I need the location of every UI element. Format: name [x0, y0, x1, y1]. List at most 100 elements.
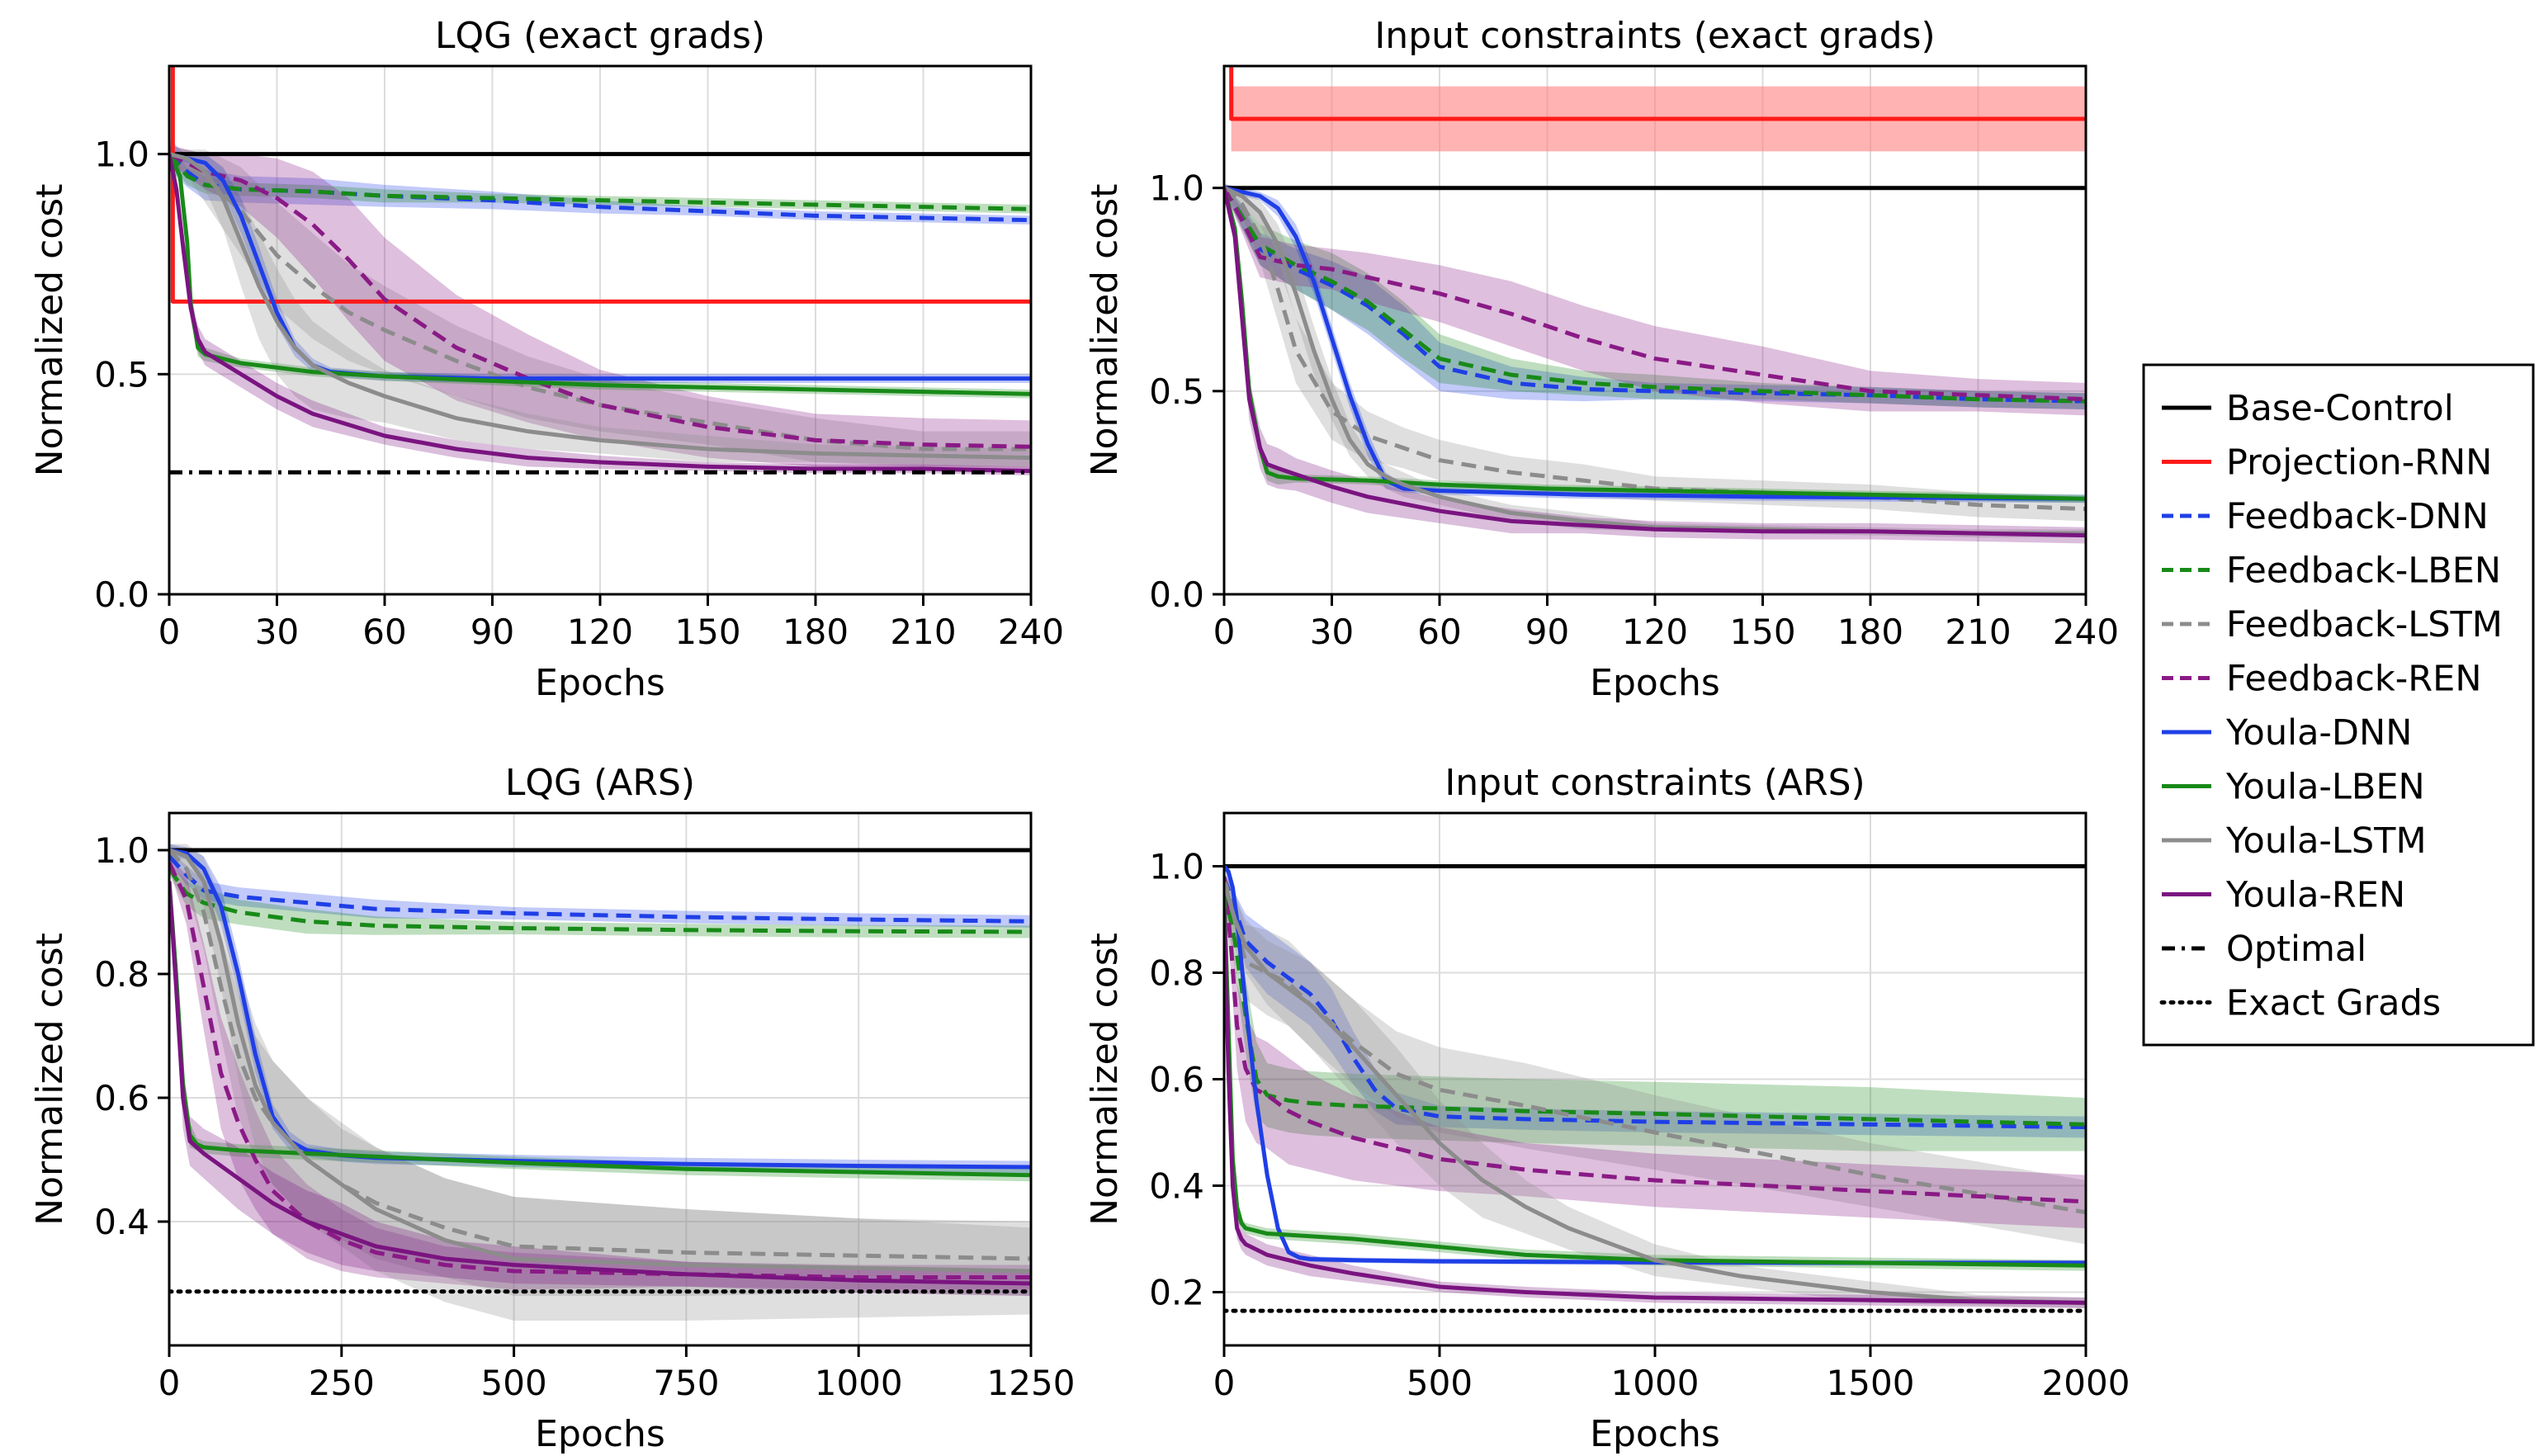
x-tick-label: 150: [674, 612, 740, 652]
legend-label: Feedback-REN: [2226, 659, 2482, 700]
x-axis-label: Epochs: [1590, 662, 1720, 704]
y-tick-label: 1.0: [94, 830, 149, 871]
x-tick-label: 240: [998, 612, 1064, 652]
series-fren: [1224, 877, 2086, 1204]
series-yren: [1224, 909, 2086, 1305]
legend-entry-fren: Feedback-REN: [2162, 659, 2482, 700]
legend: Base-Control Projection-RNN Feedback-DNN Fe…: [2142, 363, 2535, 1047]
x-tick-label: 210: [1945, 612, 2011, 652]
x-tick-label: 1000: [815, 1363, 903, 1403]
x-tick-label: 250: [309, 1363, 375, 1403]
y-tick-label: 0.6: [94, 1078, 149, 1118]
y-tick-label: 0.5: [94, 354, 149, 395]
band-flstm: [1224, 866, 2086, 1245]
band-fdnn: [169, 850, 1031, 928]
x-tick-label: 60: [362, 612, 406, 652]
plot-area: [1224, 863, 2086, 1313]
x-tick-label: 0: [158, 612, 181, 652]
y-tick-label: 0.8: [1149, 953, 1204, 994]
legend-entry-base: Base-Control: [2162, 388, 2454, 429]
series-ydnn: [1224, 186, 2086, 501]
legend-label: Base-Control: [2226, 388, 2454, 429]
series-ydnn: [1224, 864, 2086, 1265]
legend-label: Feedback-LBEN: [2226, 551, 2501, 592]
legend-label: Youla-DNN: [2225, 712, 2412, 754]
y-tick-label: 0.0: [1149, 574, 1204, 615]
x-axis-label: Epochs: [1590, 1413, 1720, 1455]
band-ylstm: [169, 149, 1031, 467]
series-proj: [1229, 66, 2086, 121]
x-tick-label: 500: [481, 1363, 547, 1403]
y-tick-label: 0.6: [1149, 1060, 1204, 1100]
x-tick-label: 500: [1407, 1363, 1473, 1403]
band-fren: [1224, 866, 2086, 1229]
x-tick-label: 0: [1213, 612, 1236, 652]
x-tick-label: 90: [1525, 612, 1569, 652]
x-tick-label: 180: [783, 612, 849, 652]
band-flben: [1224, 877, 2086, 1151]
y-tick-label: 0.0: [94, 574, 149, 615]
y-tick-label: 1.0: [1149, 847, 1204, 887]
y-axis-label: Normalized cost: [29, 933, 71, 1226]
plot-area: [169, 844, 1031, 1321]
legend-label: Youla-LBEN: [2225, 767, 2425, 808]
legend-entry-exact: Exact Grads: [2159, 983, 2441, 1024]
band-proj: [1231, 66, 2086, 152]
plot-area: [1224, 66, 2086, 544]
series-yren: [1224, 187, 2086, 538]
legend-entry-yren: Youla-REN: [2162, 875, 2405, 916]
legend-entry-ydnn: Youla-DNN: [2162, 712, 2412, 754]
series-fdnn: [1224, 876, 2086, 1130]
panel-ic_ars: 0 500 1000 1500 2000 0.2 0.4 0.6 0.8 1.0 Input con…: [1084, 762, 2130, 1455]
legend-entry-opt: Optimal: [2162, 929, 2366, 970]
series-fdnn: [169, 854, 1031, 924]
band-ylben: [1224, 882, 2086, 1271]
series-flben: [1224, 187, 2086, 404]
series-flben: [169, 867, 1031, 934]
legend-entry-fdnn: Feedback-DNN: [2162, 496, 2489, 537]
band-ylstm: [169, 844, 1031, 1321]
y-tick-label: 0.5: [1149, 371, 1204, 412]
x-tick-label: 120: [1622, 612, 1688, 652]
series-ylstm: [1224, 882, 2086, 1305]
legend-label: Optimal: [2226, 929, 2366, 970]
legend-entry-ylben: Youla-LBEN: [2162, 767, 2425, 808]
legend-label: Youla-LSTM: [2225, 820, 2427, 862]
series-ylstm: [169, 848, 1031, 1274]
series-proj: [170, 66, 1031, 304]
y-tick-label: 0.8: [94, 954, 149, 995]
panel-lqg_exact: 0 30 60 90 120 150 180 210 240 0.0 0.5 1.0 LQG (exac…: [29, 15, 1064, 704]
band-flben: [1224, 183, 2086, 409]
band-flstm: [169, 844, 1031, 1296]
y-tick-label: 0.4: [1149, 1166, 1204, 1207]
x-tick-label: 240: [2053, 612, 2119, 652]
panels: 0 30 60 90 120 150 180 210 240 0.0 0.5 1.0 LQG (exac…: [29, 15, 2130, 1455]
band-flben: [169, 863, 1031, 938]
legend-label: Exact Grads: [2226, 983, 2441, 1024]
x-tick-label: 30: [1310, 612, 1354, 652]
y-tick-label: 0.4: [94, 1202, 149, 1242]
x-tick-label: 120: [567, 612, 633, 652]
band-fren: [1224, 183, 2086, 416]
chart-title: LQG (exact grads): [435, 15, 765, 57]
series-flstm: [1224, 876, 2086, 1215]
chart-title: LQG (ARS): [505, 762, 695, 804]
band-fdnn: [1224, 183, 2086, 409]
x-tick-label: 1500: [1827, 1363, 1915, 1403]
y-axis-label: Normalized cost: [1084, 933, 1126, 1226]
legend-entry-flben: Feedback-LBEN: [2162, 551, 2501, 592]
series-ylben: [169, 153, 1031, 396]
x-tick-label: 60: [1417, 612, 1461, 652]
x-tick-label: 1000: [1611, 1363, 1700, 1403]
x-tick-label: 210: [890, 612, 956, 652]
y-tick-label: 1.0: [94, 135, 149, 175]
x-tick-label: 1250: [987, 1363, 1076, 1403]
series-yren: [169, 154, 1031, 474]
legend-box: [2142, 363, 2535, 1047]
x-tick-label: 30: [255, 612, 299, 652]
x-tick-label: 90: [470, 612, 514, 652]
x-tick-label: 0: [158, 1363, 181, 1403]
x-tick-label: 750: [653, 1363, 719, 1403]
legend-entry-proj: Projection-RNN: [2162, 442, 2492, 484]
